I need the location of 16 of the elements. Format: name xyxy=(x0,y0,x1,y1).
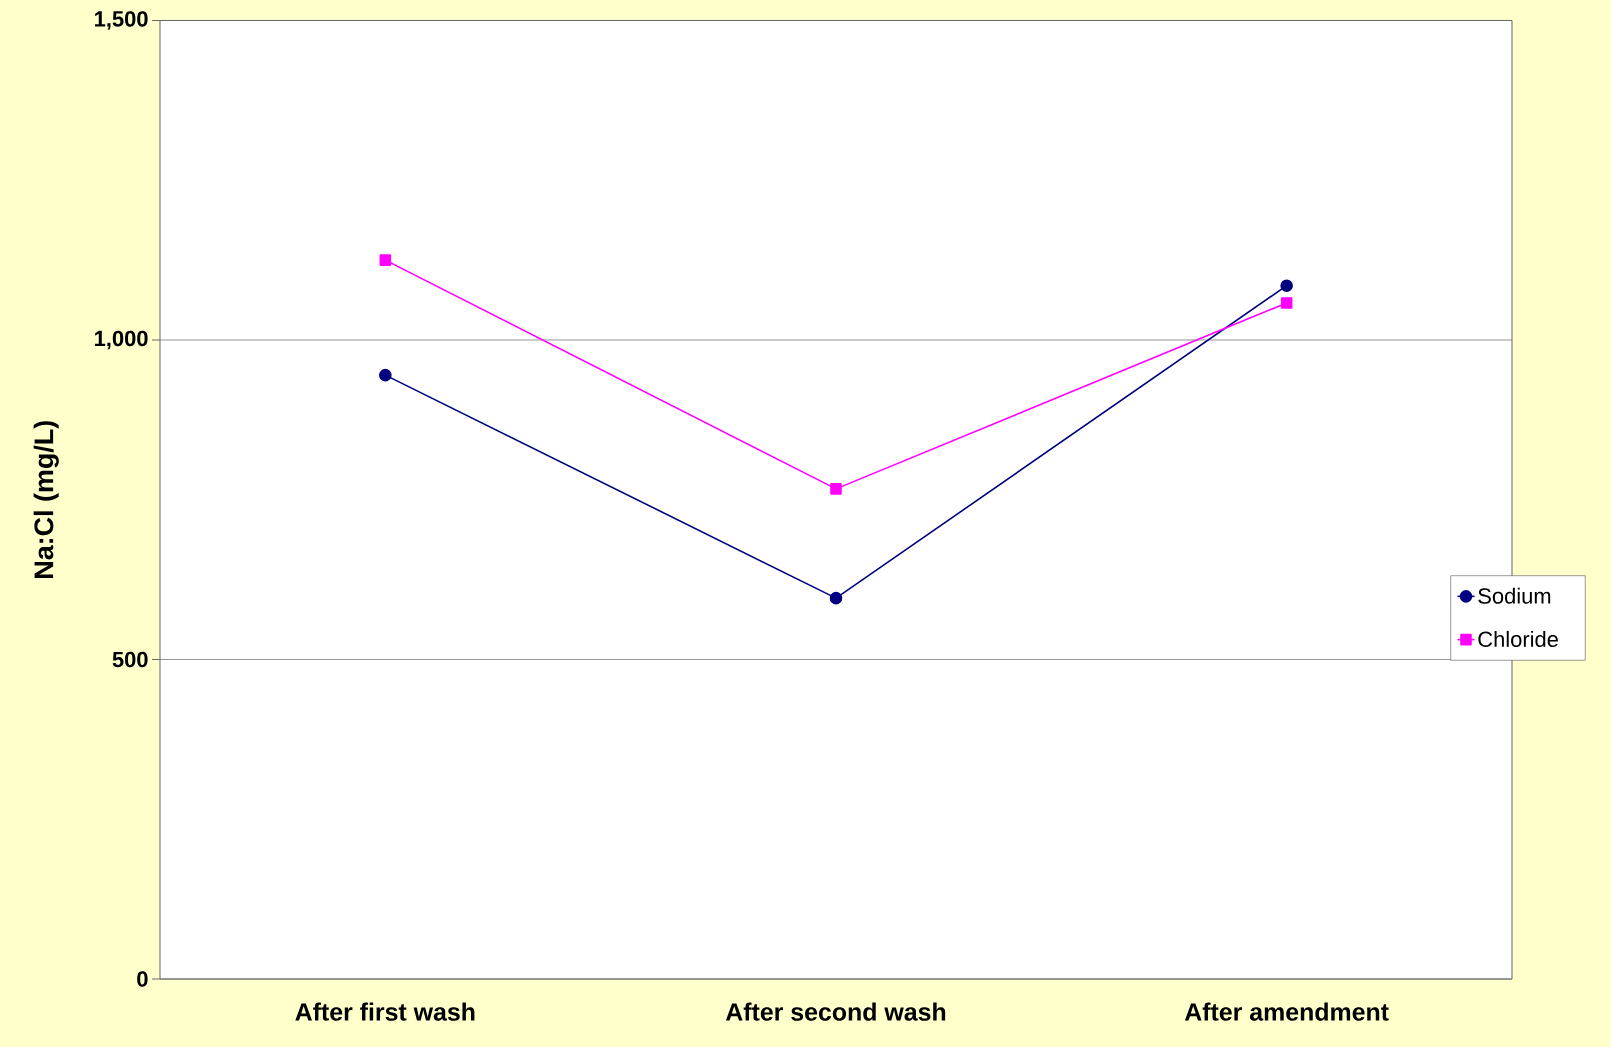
y-tick-label: 500 xyxy=(112,651,148,668)
point xyxy=(1280,297,1293,309)
legend-label: Chloride xyxy=(1478,630,1558,648)
point xyxy=(1280,279,1293,292)
point xyxy=(379,254,392,266)
x-tick-label: After second wash xyxy=(725,1002,946,1021)
y-tick-label: 0 xyxy=(137,971,148,987)
y-axis-title: Na:Cl (mg/L) xyxy=(33,421,59,578)
x-tick-label: After amendment xyxy=(1184,1002,1389,1021)
x-tick-label: After first wash xyxy=(295,1002,475,1021)
point xyxy=(829,591,843,605)
point xyxy=(379,368,392,382)
y-tick-label: 1,000 xyxy=(95,330,148,350)
legend-label: Sodium xyxy=(1478,587,1551,604)
point xyxy=(830,483,842,495)
y-tick-label: 1,500 xyxy=(95,11,148,30)
